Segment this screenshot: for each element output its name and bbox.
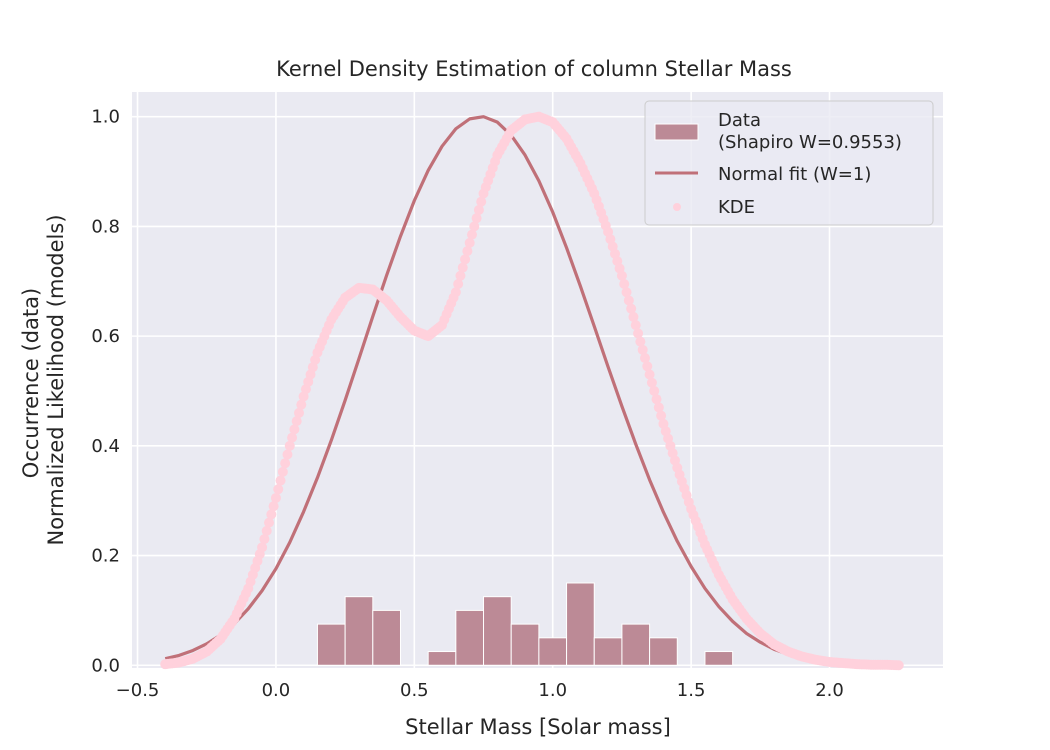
kde-point [633, 328, 644, 339]
x-tick-label: 1.0 [538, 680, 567, 701]
kde-point [296, 399, 307, 410]
kde-point [473, 204, 484, 215]
histogram-bar [593, 637, 623, 666]
kde-point [626, 303, 637, 314]
kde-point [291, 416, 302, 427]
histogram-bar [510, 623, 540, 666]
kde-point [261, 525, 272, 536]
kde-series [160, 111, 904, 671]
x-axis-label: Stellar Mass [Solar mass] [405, 715, 671, 739]
kde-point [289, 424, 300, 435]
kde-point [644, 369, 655, 380]
kde-point [651, 394, 662, 405]
kde-point [287, 432, 298, 443]
kde-point [257, 542, 268, 553]
kde-point [619, 279, 630, 289]
legend-label-normal-fit: Normal fit (W=1) [718, 164, 871, 185]
legend-label-data: Data (Shapiro W=0.9553) [718, 110, 902, 153]
kde-point [457, 262, 468, 273]
kde-point [623, 295, 634, 306]
legend-swatch-data [654, 123, 699, 141]
histogram-bar [704, 651, 734, 666]
kde-point [616, 270, 627, 281]
y-tick-label: 0.4 [91, 436, 120, 457]
kde-point [653, 402, 664, 413]
kde-point [464, 237, 475, 248]
normal-fit-series [164, 115, 830, 664]
kde-point [264, 517, 275, 528]
kde-point [453, 279, 464, 289]
histogram-bar [372, 609, 401, 666]
histogram-bar [455, 609, 485, 666]
kde-point [639, 353, 650, 364]
kde-point [284, 440, 295, 451]
kde-point [628, 311, 639, 322]
histogram-bar [427, 651, 457, 666]
histogram-bar [316, 623, 346, 666]
y-axis-label-line1: Occurrence (data) [19, 288, 43, 478]
legend-swatch-kde [673, 203, 681, 211]
kde-point [450, 287, 461, 298]
kde-point [630, 320, 641, 331]
kde-point [642, 361, 653, 372]
x-tick-label: 0.5 [400, 680, 429, 701]
legend: Data (Shapiro W=0.9553) Normal fit (W=1) … [644, 100, 934, 226]
x-tick-label: 1.5 [677, 680, 706, 701]
kde-point [646, 377, 657, 388]
kde-point [656, 410, 667, 421]
kde-point [649, 385, 660, 396]
y-axis-label-line2: Normalized Likelihood (models) [44, 214, 68, 545]
kde-point [266, 509, 277, 520]
kde-point [635, 336, 646, 347]
y-tick-labels: 0.0 0.2 0.4 0.6 0.8 1.0 [91, 107, 120, 677]
y-tick-label: 0.8 [91, 216, 120, 237]
y-tick-label: 0.2 [91, 546, 120, 567]
kde-point [280, 458, 291, 469]
kde-point [466, 229, 477, 240]
kde-point [471, 213, 482, 224]
kde-point [259, 534, 270, 545]
histogram-bar [483, 596, 512, 666]
kde-point [268, 501, 279, 512]
kde-point [460, 254, 471, 265]
kde-point [277, 466, 288, 477]
kde-point [462, 246, 473, 257]
histogram-bar [344, 596, 374, 666]
histogram-bar [566, 582, 595, 666]
kde-point [282, 449, 293, 460]
y-tick-label: 0.6 [91, 326, 120, 347]
kde-point [275, 475, 286, 486]
x-tick-label: −0.5 [116, 680, 160, 701]
kde-point [273, 484, 284, 495]
kde-point [637, 344, 648, 355]
y-tick-label: 0.0 [91, 655, 120, 676]
kde-point [469, 221, 480, 232]
histogram-bars [316, 582, 734, 666]
kde-point [621, 287, 632, 298]
histogram-bar [621, 623, 651, 666]
histogram-bar [538, 637, 568, 666]
kde-point [270, 492, 281, 503]
legend-box [644, 100, 934, 226]
grid [132, 92, 943, 668]
x-tick-labels: −0.5 0.0 0.5 1.0 1.5 2.0 [116, 680, 844, 701]
kde-point [293, 407, 304, 418]
kde-point [455, 270, 466, 281]
x-tick-label: 0.0 [262, 680, 291, 701]
y-tick-label: 1.0 [91, 107, 120, 128]
x-tick-label: 2.0 [815, 680, 844, 701]
legend-label-kde: KDE [718, 197, 755, 218]
kde-point [476, 196, 487, 207]
chart-title: Kernel Density Estimation of column Stel… [276, 57, 792, 81]
kde-point [893, 660, 904, 671]
normal-fit-line [164, 115, 830, 664]
histogram-bar [649, 637, 678, 666]
